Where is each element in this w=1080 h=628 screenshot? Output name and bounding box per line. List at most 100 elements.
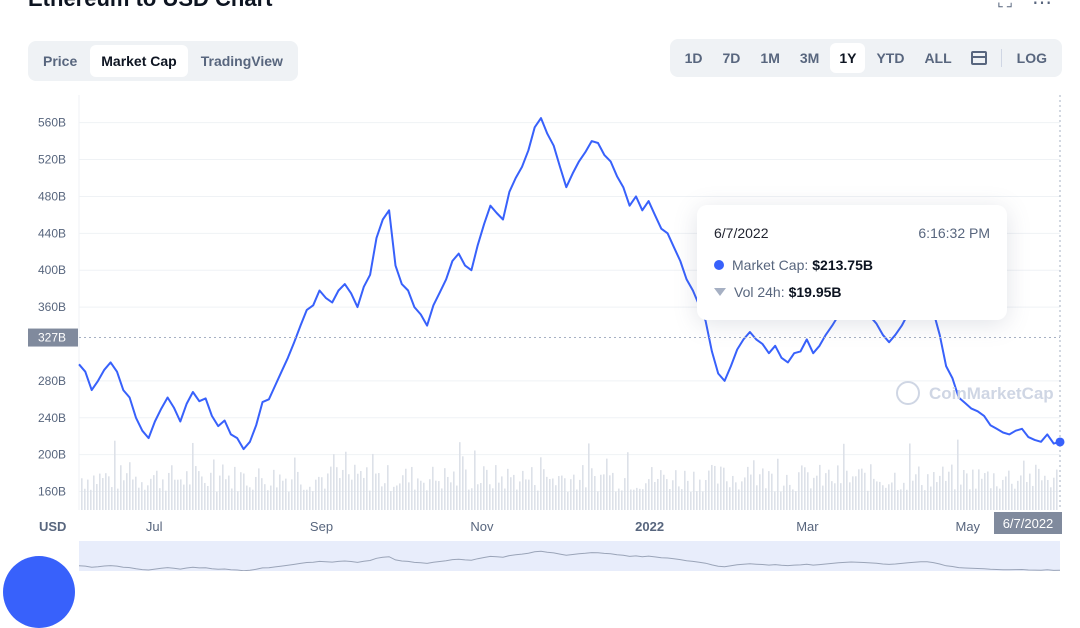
volume-bar	[147, 485, 149, 510]
volume-bar	[582, 465, 584, 510]
market-cap-chart[interactable]: 560B 520B 480B 440B 400B 360B 280B 240B 200B 160B…	[0, 0, 1080, 571]
more-icon[interactable]: ⋯	[1032, 0, 1052, 14]
volume-bar	[177, 479, 179, 510]
x-tick-label: Mar	[796, 519, 819, 534]
volume-bar	[345, 451, 347, 510]
x-tick-label: May	[956, 519, 981, 534]
volume-bar	[414, 489, 416, 510]
volume-bar	[456, 485, 458, 510]
volume-bar	[663, 474, 665, 510]
range-3m[interactable]: 3M	[799, 50, 820, 66]
tab-market-cap[interactable]: Market Cap	[90, 45, 188, 77]
volume-bar	[498, 482, 500, 510]
volume-bar	[894, 472, 896, 510]
volume-bar	[918, 466, 920, 510]
volume-bar	[525, 479, 527, 510]
volume-bar	[732, 475, 734, 510]
volume-bar	[534, 485, 536, 510]
volume-bar	[738, 489, 740, 510]
range-ytd[interactable]: YTD	[876, 50, 905, 66]
volume-bar	[720, 466, 722, 510]
volume-bar	[432, 466, 434, 510]
volume-bar	[357, 473, 359, 510]
volume-bar	[312, 491, 314, 510]
volume-bar	[615, 491, 617, 510]
volume-bar	[150, 478, 152, 510]
range-1d[interactable]: 1D	[684, 50, 703, 66]
volume-bar	[375, 473, 377, 510]
volume-bar	[144, 489, 146, 510]
volume-bar	[690, 491, 692, 510]
y-tick-label: 560B	[38, 116, 66, 130]
volume-bar	[549, 479, 551, 510]
volume-bar	[753, 460, 755, 510]
volume-bar	[342, 469, 344, 510]
range-all[interactable]: ALL	[924, 50, 952, 66]
volume-bar	[1035, 464, 1037, 510]
volume-bar	[261, 478, 263, 510]
volume-bar	[99, 473, 101, 510]
volume-bar	[501, 476, 503, 510]
range-1y[interactable]: 1Y	[830, 43, 866, 73]
volume-bar	[282, 480, 284, 510]
calendar-icon[interactable]	[970, 51, 987, 65]
range-selector: 1D 7D 1M 3M 1Y YTD ALL LOG	[669, 39, 1062, 77]
expand-icon[interactable]: ⛶	[998, 0, 1012, 12]
volume-bar	[774, 491, 776, 510]
volume-bar	[858, 469, 860, 510]
volume-bar	[669, 489, 671, 510]
volume-bar	[588, 443, 590, 510]
floating-action-button[interactable]	[3, 556, 75, 628]
volume-bar	[522, 470, 524, 510]
volume-bar	[651, 467, 653, 510]
volume-bar	[453, 471, 455, 510]
volume-bar	[735, 482, 737, 510]
volume-bar	[234, 466, 236, 510]
volume-bar	[873, 478, 875, 510]
volume-bar	[288, 491, 290, 510]
volume-bar	[822, 485, 824, 510]
log-toggle[interactable]: LOG	[1016, 50, 1047, 66]
volume-bar	[117, 488, 119, 510]
volume-bar	[528, 479, 530, 510]
y-tick-label: 240B	[38, 411, 66, 425]
range-7d[interactable]: 7D	[722, 50, 741, 66]
volume-bar	[363, 477, 365, 510]
volume-bar	[171, 465, 173, 510]
volume-bar	[993, 473, 995, 510]
volume-bar	[771, 473, 773, 510]
volume-bar	[441, 488, 443, 510]
volume-bar	[1011, 483, 1013, 510]
y-tick-label: 400B	[38, 263, 66, 277]
volume-icon	[714, 288, 726, 296]
volume-bar	[996, 486, 998, 510]
volume-bar	[141, 482, 143, 510]
volume-bar	[843, 443, 845, 510]
tab-price[interactable]: Price	[43, 53, 78, 69]
navigator-strip	[79, 541, 1060, 571]
volume-bar	[420, 480, 422, 510]
volume-bar	[474, 450, 476, 510]
volume-bar	[939, 475, 941, 510]
volume-bar	[852, 476, 854, 510]
volume-bar	[339, 478, 341, 510]
y-tick-label: 360B	[38, 300, 66, 314]
range-1m[interactable]: 1M	[760, 50, 780, 66]
volume-bar	[810, 488, 812, 510]
volume-bar	[801, 465, 803, 510]
volume-bar	[129, 462, 131, 510]
current-point	[1055, 437, 1065, 447]
volume-bar	[597, 491, 599, 510]
market-cap-dot-icon	[714, 260, 724, 270]
volume-bar	[981, 478, 983, 510]
volume-bar	[1056, 469, 1058, 510]
volume-bar	[387, 465, 389, 510]
volume-bar	[330, 466, 332, 510]
volume-bar	[291, 479, 293, 510]
crosshair-x-label: 6/7/2022	[1003, 516, 1054, 531]
volume-bar	[435, 480, 437, 510]
volume-bar	[849, 482, 851, 510]
volume-bar	[780, 491, 782, 510]
tab-tradingview[interactable]: TradingView	[200, 53, 283, 69]
volume-bar	[384, 483, 386, 510]
